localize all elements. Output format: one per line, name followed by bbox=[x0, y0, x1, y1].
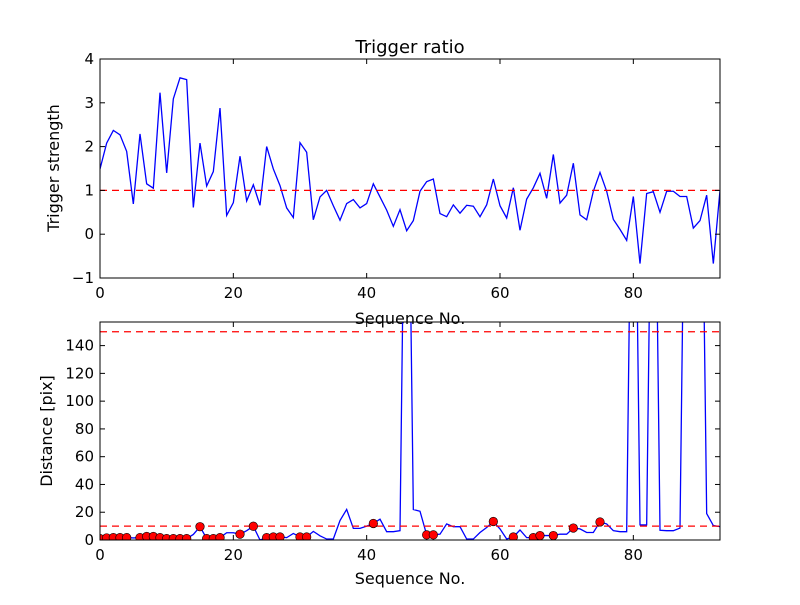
bottom-ytick-label: 140 bbox=[65, 337, 94, 355]
top-ytick-label: 3 bbox=[84, 94, 94, 112]
bottom-marker bbox=[535, 530, 545, 540]
bottom-marker bbox=[488, 516, 498, 527]
top-ytick-label: 2 bbox=[84, 138, 94, 156]
bottom-marker bbox=[595, 517, 605, 527]
bottom-marker bbox=[508, 532, 518, 540]
bottom-plot-area bbox=[100, 322, 720, 540]
bottom-ytick-label: 120 bbox=[65, 364, 94, 382]
bottom-xtick-label: 60 bbox=[490, 546, 509, 564]
bottom-marker bbox=[275, 532, 285, 540]
top-xtick-label: 60 bbox=[490, 284, 509, 302]
top-ytick-label: −1 bbox=[72, 269, 94, 287]
bottom-xtick-label: 40 bbox=[357, 546, 376, 564]
top-ylabel: Trigger strength bbox=[44, 104, 63, 233]
bottom-marker bbox=[428, 530, 438, 540]
top-xtick-label: 80 bbox=[624, 284, 643, 302]
top-axes-frame bbox=[99, 58, 721, 279]
bottom-ylabel: Distance [pix] bbox=[37, 375, 56, 487]
bottom-marker bbox=[368, 518, 378, 529]
bottom-ytick-label: 100 bbox=[65, 392, 94, 410]
bottom-marker bbox=[182, 534, 192, 540]
bottom-ytick-label: 20 bbox=[75, 503, 94, 521]
top-ytick-label: 4 bbox=[84, 50, 94, 68]
bottom-xtick-label: 0 bbox=[95, 546, 105, 564]
bottom-marker bbox=[302, 532, 312, 540]
top-plot-area bbox=[100, 77, 720, 264]
bottom-ytick-label: 40 bbox=[75, 475, 94, 493]
bottom-axes-frame bbox=[99, 321, 721, 541]
bottom-xlabel: Sequence No. bbox=[355, 569, 466, 588]
bottom-marker bbox=[215, 533, 225, 540]
chart-title: Trigger ratio bbox=[354, 37, 464, 58]
bottom-xtick-label: 20 bbox=[224, 546, 243, 564]
bottom-marker bbox=[122, 533, 132, 540]
top-ytick-label: 0 bbox=[84, 225, 94, 243]
top-ytick-label: 1 bbox=[84, 181, 94, 199]
bottom-ytick-label: 60 bbox=[75, 448, 94, 466]
top-series-line bbox=[100, 77, 720, 264]
bottom-ytick-label: 0 bbox=[84, 531, 94, 549]
top-xtick-label: 20 bbox=[224, 284, 243, 302]
bottom-marker bbox=[235, 529, 245, 539]
bottom-marker bbox=[568, 523, 578, 533]
top-xtick-label: 40 bbox=[357, 284, 376, 302]
bottom-marker bbox=[248, 521, 258, 531]
bottom-marker bbox=[548, 530, 558, 540]
bottom-ytick-label: 80 bbox=[75, 420, 94, 438]
bottom-marker bbox=[195, 522, 205, 532]
bottom-xtick-label: 80 bbox=[624, 546, 643, 564]
bottom-series-line bbox=[100, 322, 720, 540]
top-xlabel: Sequence No. bbox=[355, 309, 466, 328]
top-xtick-label: 0 bbox=[95, 284, 105, 302]
